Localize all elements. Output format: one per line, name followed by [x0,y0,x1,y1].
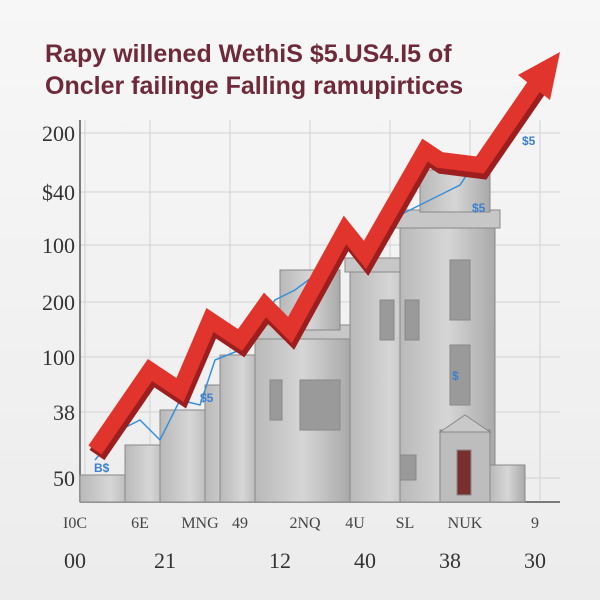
left-label: 38 [53,400,75,425]
bottom-labels: 00 21 12 40 38 30 [64,548,546,573]
bottom-label: 38 [439,548,461,573]
x-label: SL [396,515,415,532]
annotation: $5 [472,201,486,215]
x-label: 49 [232,515,248,532]
annotation: $ [452,369,459,383]
x-label: I0C [63,515,87,532]
arrow [88,80,542,455]
x-label: 6E [131,515,149,532]
left-label: 100 [42,345,75,370]
bottom-label: 00 [64,548,86,573]
x-label: 2NQ [289,515,321,532]
left-label: $40 [42,180,75,205]
left-label: 100 [42,233,75,258]
annotation: $5 [522,134,536,148]
title-line: Oncler failinge Falling ramupirtices [45,72,463,100]
x-labels: I0C 6E MNG 49 2NQ 4U SL NUK 9 [63,515,539,532]
arrow-head [518,52,560,100]
left-label: 200 [42,121,75,146]
x-label: 9 [531,515,539,532]
buildings [79,169,526,503]
left-label: 50 [53,466,75,491]
x-label: MNG [181,515,219,532]
x-label: 4U [345,515,365,532]
bottom-label: 40 [354,548,376,573]
bottom-label: 21 [154,548,176,573]
title-line: Rapy willened WethiS $5.US4.I5 of [45,40,452,68]
annotation: $5 [200,391,214,405]
trend-line [94,169,471,461]
annotation: B$ [94,461,110,475]
left-label: 200 [42,290,75,315]
bottom-label: 30 [524,548,546,573]
x-label: NUK [448,515,483,532]
annotations: $5 $5 $ B$ $5 [94,134,536,475]
left-labels: 200 $40 100 200 100 38 50 [42,121,75,491]
bottom-label: 12 [269,548,291,573]
